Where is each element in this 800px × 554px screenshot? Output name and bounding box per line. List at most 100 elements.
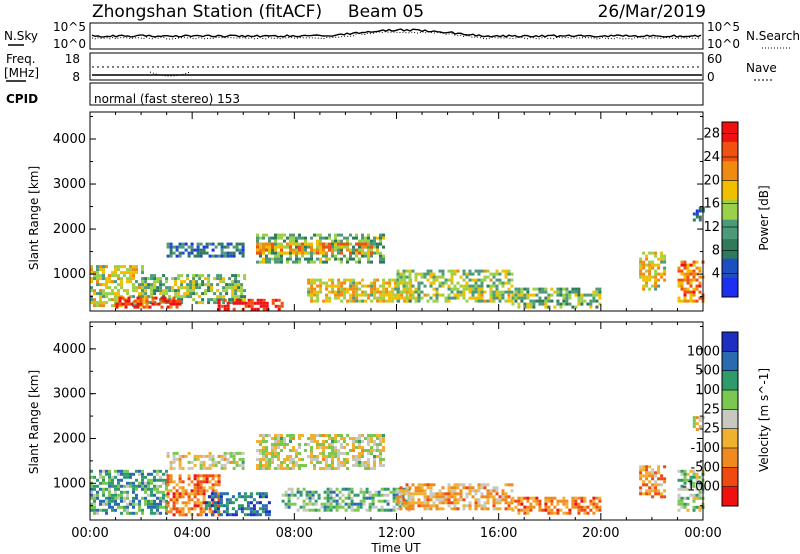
data-cell	[447, 299, 451, 303]
data-cell	[367, 449, 370, 452]
velocity-colorbar-label: Velocity [m s^-1]	[757, 368, 771, 472]
data-cell	[453, 498, 457, 502]
data-cell	[447, 495, 451, 499]
data-cell	[441, 495, 445, 499]
data-cell	[99, 289, 102, 293]
data-cell	[362, 493, 366, 497]
data-cell	[408, 299, 412, 303]
data-cell	[648, 251, 652, 255]
data-cell	[426, 486, 430, 490]
data-cell	[514, 296, 518, 300]
data-cell	[426, 501, 430, 505]
data-cell	[680, 472, 684, 476]
data-cell	[465, 486, 469, 490]
data-cell	[352, 290, 356, 294]
data-cell	[403, 296, 407, 300]
data-cell	[205, 245, 209, 249]
data-cell	[432, 492, 436, 496]
data-cell	[120, 469, 123, 473]
data-cell	[271, 437, 274, 440]
data-cell	[510, 501, 514, 505]
data-cell	[689, 293, 693, 297]
data-cell	[313, 458, 316, 461]
data-cell	[376, 242, 379, 246]
data-cell	[483, 501, 487, 505]
data-cell	[118, 296, 122, 300]
data-cell	[429, 284, 433, 288]
data-cell	[196, 480, 200, 484]
data-cell	[150, 472, 153, 476]
data-cell	[657, 471, 661, 475]
data-cell	[108, 487, 111, 491]
data-cell	[296, 487, 300, 491]
data-cell	[373, 242, 376, 246]
data-cell	[692, 496, 696, 500]
data-cell	[250, 301, 254, 305]
data-cell	[367, 461, 370, 464]
data-cell	[225, 501, 229, 505]
data-cell	[189, 286, 193, 290]
data-cell	[174, 280, 178, 284]
data-cell	[238, 251, 242, 255]
data-cell	[302, 505, 306, 509]
freq-tick-low: 8	[72, 70, 80, 84]
data-cell	[514, 299, 518, 303]
data-cell	[429, 492, 433, 496]
data-cell	[402, 287, 406, 291]
data-cell	[105, 496, 108, 500]
data-cell	[370, 299, 374, 303]
data-cell	[523, 296, 527, 300]
data-cell	[405, 501, 409, 505]
data-cell	[186, 289, 190, 293]
data-cell	[386, 487, 390, 491]
data-cell	[480, 486, 484, 490]
data-cell	[166, 299, 170, 303]
data-cell	[305, 490, 309, 494]
data-cell	[256, 251, 259, 255]
data-cell	[553, 496, 557, 500]
data-cell	[435, 275, 439, 279]
data-cell	[219, 292, 223, 296]
data-cell	[93, 496, 96, 500]
data-cell	[169, 498, 173, 502]
data-cell	[465, 272, 469, 276]
data-cell	[183, 295, 187, 299]
data-cell	[507, 290, 511, 294]
data-cell	[477, 272, 481, 276]
data-cell	[123, 490, 126, 494]
data-cell	[325, 434, 328, 437]
data-cell	[547, 496, 551, 500]
colorbar-segment	[722, 160, 738, 181]
data-cell	[296, 508, 300, 512]
data-cell	[453, 495, 457, 499]
data-cell	[349, 293, 353, 297]
data-cell	[423, 284, 427, 288]
data-cell	[166, 451, 170, 455]
data-cell	[172, 486, 176, 490]
data-cell	[371, 502, 375, 506]
data-cell	[241, 457, 245, 461]
data-cell	[414, 296, 418, 300]
data-cell	[343, 440, 346, 443]
data-cell	[380, 499, 384, 503]
data-cell	[147, 286, 151, 290]
data-cell	[353, 493, 357, 497]
data-cell	[403, 281, 407, 285]
data-cell	[489, 296, 493, 300]
data-cell	[240, 286, 244, 290]
data-cell	[331, 281, 335, 285]
data-cell	[344, 487, 348, 491]
data-cell	[126, 508, 129, 512]
data-cell	[598, 296, 602, 300]
data-cell	[350, 499, 354, 503]
data-cell	[417, 299, 421, 303]
data-cell	[217, 477, 221, 481]
data-cell	[174, 277, 178, 281]
data-cell	[465, 275, 469, 279]
data-cell	[544, 496, 548, 500]
data-cell	[492, 504, 496, 508]
data-cell	[382, 458, 385, 461]
data-cell	[444, 278, 448, 282]
data-cell	[177, 292, 181, 296]
data-cell	[383, 493, 387, 497]
